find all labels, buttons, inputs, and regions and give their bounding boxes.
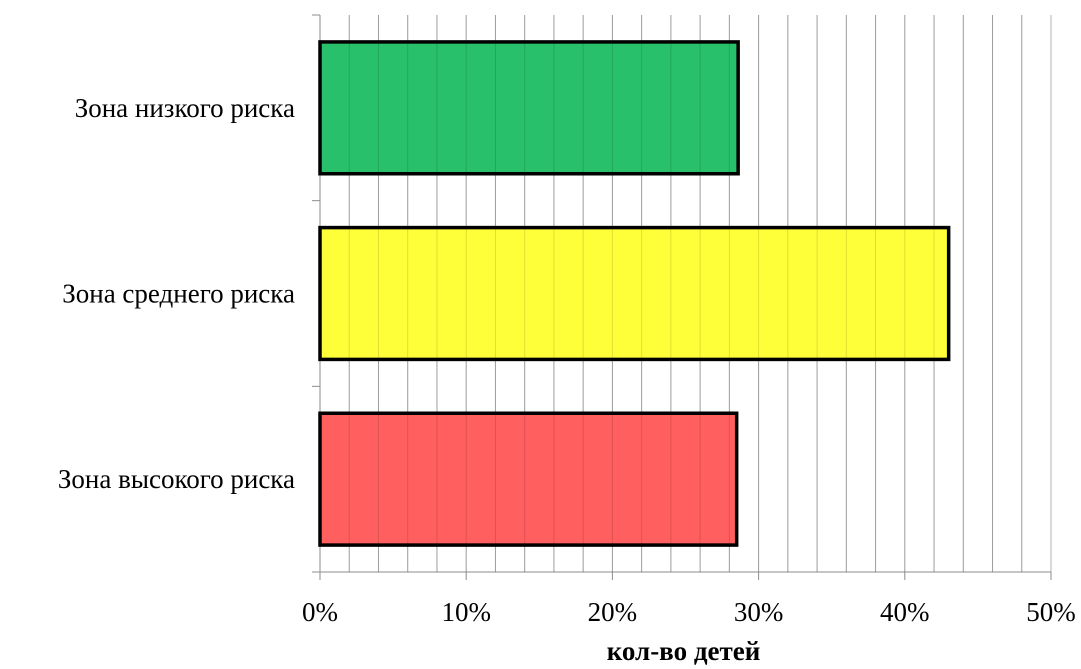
- x-tick-label: 20%: [588, 597, 638, 627]
- x-tick-label: 50%: [1026, 597, 1076, 627]
- x-tick-label: 10%: [441, 597, 491, 627]
- x-tick-label: 30%: [734, 597, 784, 627]
- category-label: Зона высокого риска: [58, 464, 295, 494]
- category-label: Зона низкого риска: [75, 93, 295, 123]
- bar: [318, 225, 951, 362]
- category-labels: Зона низкого риска Зона среднего риска Зон…: [58, 93, 295, 494]
- x-tick-label: 0%: [302, 597, 338, 627]
- x-tick-label: 40%: [880, 597, 930, 627]
- bar: [318, 411, 739, 547]
- x-axis-title: кол-во детей: [607, 636, 761, 666]
- x-tick-labels: 0% 10% 20% 30% 40% 50%: [302, 597, 1076, 627]
- category-label: Зона среднего риска: [62, 279, 295, 309]
- bar: [318, 40, 740, 176]
- bars: [318, 15, 1023, 572]
